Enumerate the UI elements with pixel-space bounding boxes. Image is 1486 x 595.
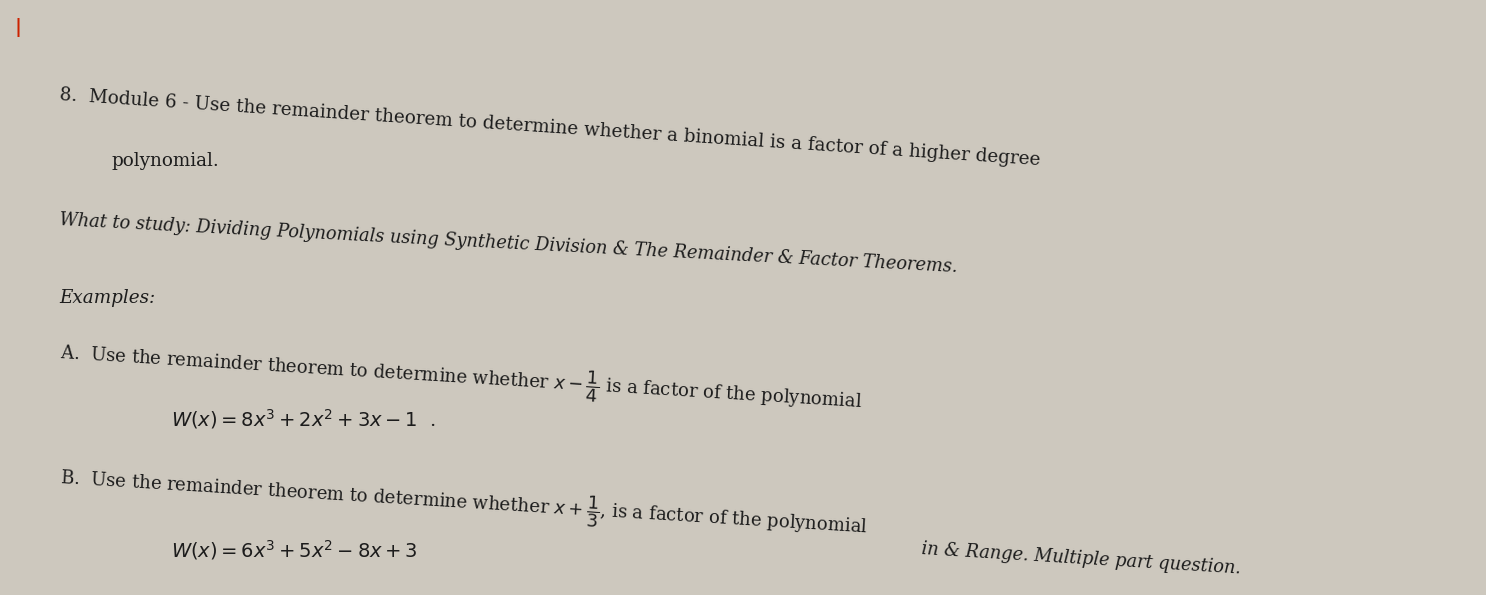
Text: $W(x) = 6x^3 + 5x^2 - 8x + 3$: $W(x) = 6x^3 + 5x^2 - 8x + 3$ <box>171 538 418 562</box>
Text: Examples:: Examples: <box>59 289 156 306</box>
Text: in & Range. Multiple part question.: in & Range. Multiple part question. <box>921 540 1242 577</box>
Text: $W(x) = 8x^3 + 2x^2 + 3x - 1$  .: $W(x) = 8x^3 + 2x^2 + 3x - 1$ . <box>171 408 435 431</box>
Text: What to study: Dividing Polynomials using Synthetic Division & The Remainder & F: What to study: Dividing Polynomials usin… <box>59 211 958 276</box>
Text: polynomial.: polynomial. <box>111 152 220 170</box>
Text: A.  Use the remainder theorem to determine whether $x - \dfrac{1}{4}$ is a facto: A. Use the remainder theorem to determin… <box>59 336 863 421</box>
Text: B.  Use the remainder theorem to determine whether $x + \dfrac{1}{3}$, is a fact: B. Use the remainder theorem to determin… <box>59 461 869 546</box>
Text: |: | <box>15 18 22 37</box>
Text: 8.  Module 6 - Use the remainder theorem to determine whether a binomial is a fa: 8. Module 6 - Use the remainder theorem … <box>59 86 1042 170</box>
